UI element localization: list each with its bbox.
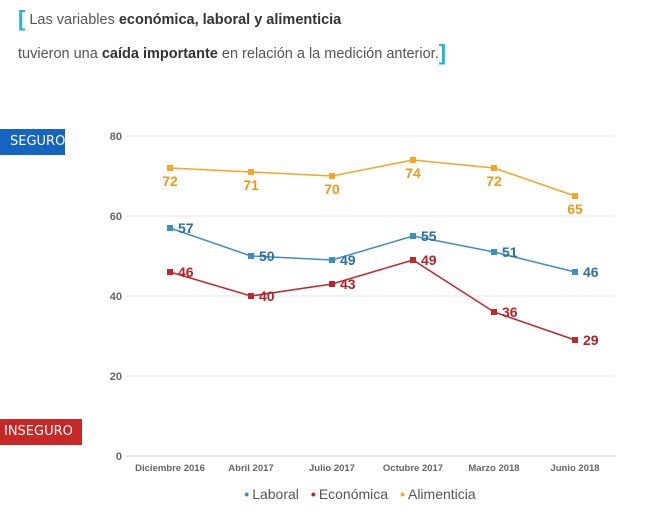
data-point-laboral: [329, 257, 335, 263]
header-line2-prefix: tuvieron una: [18, 46, 102, 62]
legend-label: Económica: [318, 486, 389, 502]
data-point-alimenticia: [167, 165, 173, 171]
data-label-alimenticia: 74: [405, 165, 421, 181]
data-label-laboral: 57: [178, 220, 194, 236]
legend-dot-icon: •: [400, 486, 405, 502]
seguro-label: SEGURO: [0, 129, 65, 155]
x-tick-label: Octubre 2017: [383, 463, 443, 474]
data-label-economica: 40: [259, 288, 275, 304]
data-point-alimenticia: [329, 173, 335, 179]
data-point-laboral: [572, 269, 578, 275]
data-label-alimenticia: 72: [162, 173, 178, 189]
data-label-alimenticia: 65: [567, 201, 583, 217]
y-tick-label: 80: [110, 131, 122, 143]
bracket-close-icon: ]: [438, 40, 447, 65]
header-line1-prefix: Las variables: [29, 12, 119, 28]
bracket-open-icon: [: [18, 6, 26, 31]
series-line-laboral: [169, 227, 576, 273]
data-label-laboral: 51: [502, 244, 518, 260]
data-label-economica: 36: [502, 304, 518, 320]
y-tick-label: 0: [116, 451, 122, 463]
data-point-laboral: [248, 253, 254, 259]
series-line-economica: [169, 259, 576, 341]
legend-item-alimenticia: • Alimenticia: [400, 486, 476, 502]
x-tick-label: Julio 2017: [309, 463, 355, 474]
x-tick-label: Junio 2018: [550, 463, 599, 474]
y-tick-label: 40: [110, 291, 122, 303]
data-point-laboral: [167, 225, 173, 231]
data-point-laboral: [491, 249, 497, 255]
inseguro-label: INSEGURO: [0, 419, 82, 445]
x-tick-label: Diciembre 2016: [135, 463, 205, 474]
legend-item-laboral: • Laboral: [244, 486, 299, 502]
legend-label: Alimenticia: [407, 486, 476, 502]
header-line2-suffix: en relación a la medición anterior.: [217, 46, 439, 62]
data-point-economica: [410, 257, 416, 263]
header-line2-bold: caída importante: [101, 46, 218, 62]
x-tick-label: Marzo 2018: [468, 463, 519, 474]
data-label-laboral: 46: [583, 264, 599, 280]
y-tick-label: 20: [110, 371, 122, 383]
header-line-2: tuvieron una caída importante en relació…: [18, 38, 447, 65]
data-label-laboral: 55: [421, 228, 437, 244]
legend-label: Laboral: [252, 486, 299, 502]
data-point-laboral: [410, 233, 416, 239]
data-label-alimenticia: 71: [243, 177, 259, 193]
data-label-economica: 43: [340, 276, 356, 292]
data-point-alimenticia: [248, 169, 254, 175]
legend-item-economica: • Económica: [311, 486, 388, 502]
legend-dot-icon: •: [244, 486, 250, 502]
data-point-economica: [329, 281, 335, 287]
x-tick-label: Abril 2017: [228, 463, 273, 474]
data-label-economica: 49: [421, 252, 437, 268]
data-point-economica: [167, 269, 173, 275]
data-point-alimenticia: [491, 165, 497, 171]
data-label-economica: 46: [178, 264, 194, 280]
data-point-alimenticia: [572, 193, 578, 199]
data-label-economica: 29: [583, 332, 599, 348]
data-label-laboral: 49: [340, 252, 356, 268]
data-label-alimenticia: 72: [486, 173, 502, 189]
data-point-economica: [491, 309, 497, 315]
y-tick-label: 60: [110, 211, 122, 223]
data-point-economica: [248, 293, 254, 299]
data-label-alimenticia: 70: [324, 181, 340, 197]
series-line-alimenticia: [169, 159, 576, 197]
data-point-alimenticia: [410, 157, 416, 163]
header-line-1: [ Las variables económica, laboral y ali…: [18, 4, 342, 31]
data-point-economica: [572, 337, 578, 343]
data-label-laboral: 50: [259, 248, 275, 264]
chart-legend: • Laboral • Económica • Alimenticia: [0, 486, 650, 502]
header-line1-bold: económica, laboral y alimenticia: [118, 12, 342, 28]
legend-dot-icon: •: [310, 486, 316, 502]
